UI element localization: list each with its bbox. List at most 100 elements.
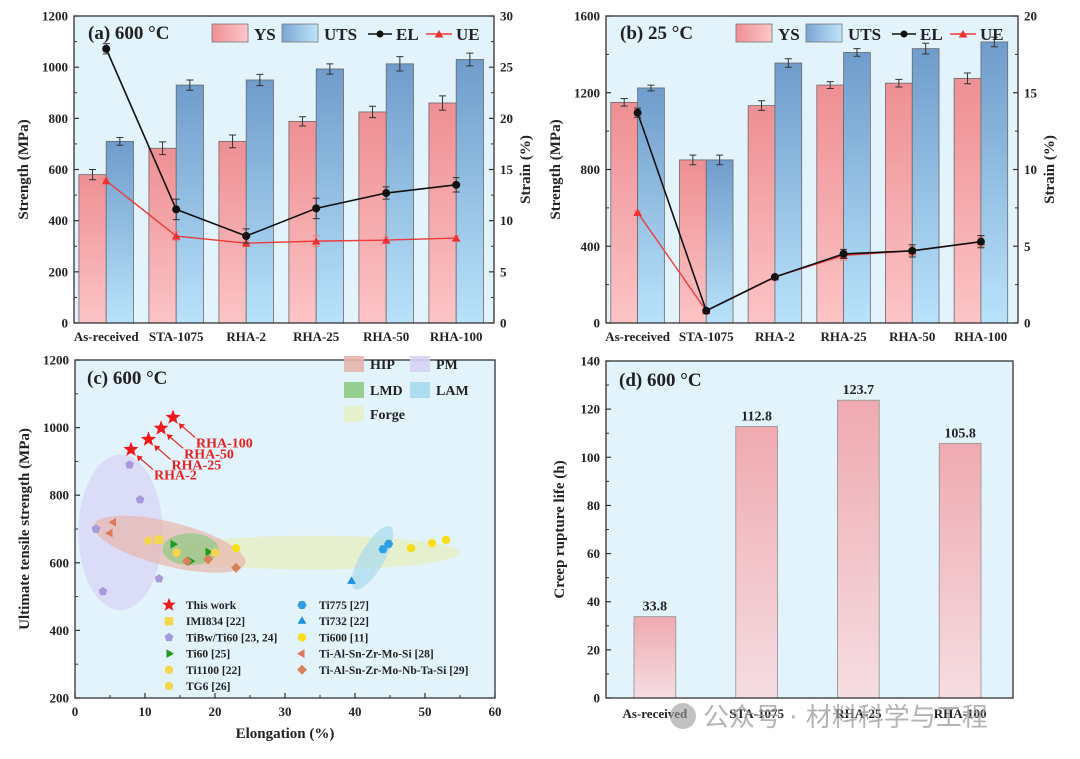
x-tick-label: 50 bbox=[419, 704, 432, 719]
y2-tick-label: 0 bbox=[500, 316, 507, 331]
bar-uts bbox=[105, 140, 134, 324]
panel-c-uts-vs-elongation: RHA-2RHA-25RHA-50RHA-1002004006008001000… bbox=[17, 353, 502, 743]
point-el bbox=[633, 108, 642, 117]
watermark: 公众号 · 材料科学与工程 bbox=[670, 703, 988, 733]
y-tick-label: 800 bbox=[581, 162, 601, 177]
legend-label-ys: YS bbox=[778, 25, 800, 44]
panel-title: (d) 600 °C bbox=[619, 370, 702, 391]
x-tick-label: RHA-50 bbox=[889, 329, 935, 344]
error-bar-ys bbox=[439, 95, 447, 111]
region-legend-swatch-hip bbox=[344, 356, 364, 372]
legend-label-el: EL bbox=[396, 25, 419, 44]
annotation-arrowhead bbox=[179, 423, 185, 430]
y2-tick-label: 25 bbox=[500, 60, 514, 75]
bar-ys bbox=[428, 102, 457, 324]
line-el bbox=[636, 112, 982, 312]
bar-ys bbox=[358, 111, 387, 324]
region-legend-swatch-lmd bbox=[344, 382, 364, 398]
point-tibw-ti60-23-24 bbox=[125, 460, 134, 469]
bar-uts bbox=[705, 159, 734, 324]
bar-ys bbox=[953, 77, 982, 324]
error-bar-ys bbox=[229, 134, 237, 149]
x-tick-label: 60 bbox=[489, 704, 502, 719]
bar-ys bbox=[885, 82, 913, 324]
point-el bbox=[839, 249, 848, 258]
x-axis-label: Elongation (%) bbox=[236, 726, 335, 742]
error-bar-uts bbox=[396, 56, 404, 72]
error-bar-ys bbox=[964, 72, 972, 85]
y-tick-label: 400 bbox=[49, 213, 69, 228]
point-imi834-22 bbox=[154, 535, 164, 545]
region-lmd bbox=[162, 533, 219, 566]
legend-marker-el bbox=[376, 30, 384, 38]
error-bar-ys bbox=[369, 105, 377, 119]
legend-label: Ti-Al-Sn-Zr-Mo-Si [28] bbox=[319, 649, 434, 661]
point-el bbox=[452, 180, 461, 189]
y-tick-label: 60 bbox=[587, 546, 600, 561]
legend-label-ys: YS bbox=[254, 25, 276, 44]
x-tick-label: STA-1075 bbox=[679, 329, 734, 344]
y-tick-label: 80 bbox=[587, 498, 600, 513]
error-bar-uts bbox=[326, 63, 334, 75]
legend-marker bbox=[297, 616, 307, 624]
creep-bar bbox=[735, 426, 778, 699]
x-tick-label: 30 bbox=[279, 704, 292, 719]
bar-ys bbox=[747, 105, 776, 324]
point-ti60-25 bbox=[205, 547, 213, 557]
y-tick-label: 140 bbox=[581, 354, 601, 369]
legend-label: TG6 [26] bbox=[186, 681, 230, 693]
region-legend-label-lmd: LMD bbox=[370, 384, 403, 399]
watermark-logo-icon bbox=[670, 703, 696, 729]
panel-d-creep-rupture-life: 33.8As-received112.8STA-1075123.7RHA-251… bbox=[552, 354, 1014, 721]
y2-tick-label: 10 bbox=[500, 213, 513, 228]
y2-tick-label: 30 bbox=[500, 9, 513, 24]
annotation-label: RHA-25 bbox=[172, 458, 222, 473]
plot-background bbox=[606, 16, 1018, 323]
y-tick-label: 1200 bbox=[43, 353, 69, 368]
region-legend-swatch-lam bbox=[410, 382, 430, 398]
x-tick-label: RHA-2 bbox=[226, 329, 266, 344]
legend-label-uts: UTS bbox=[324, 25, 357, 44]
error-bar-uts bbox=[186, 79, 194, 91]
y2-tick-label: 10 bbox=[1024, 162, 1037, 177]
bar-uts bbox=[455, 59, 484, 324]
error-bar-uts bbox=[647, 84, 655, 92]
legend-marker bbox=[164, 681, 174, 691]
y-tick-label: 400 bbox=[581, 239, 601, 254]
legend-marker bbox=[297, 649, 305, 658]
error-bar-uts bbox=[116, 137, 124, 146]
bar-ys bbox=[218, 140, 247, 324]
point-this-work bbox=[165, 409, 181, 424]
error-bar-ys bbox=[89, 169, 97, 181]
legend-marker bbox=[297, 601, 307, 609]
x-tick-label: RHA-100 bbox=[955, 329, 1008, 344]
bar-value-label: 123.7 bbox=[843, 383, 875, 398]
legend-label-uts: UTS bbox=[848, 25, 881, 44]
x-tick-label: STA-1075 bbox=[729, 706, 784, 721]
point-el bbox=[908, 246, 917, 255]
annotation-arrowhead bbox=[154, 445, 161, 452]
bar-uts bbox=[385, 63, 414, 324]
point-ti600-11 bbox=[231, 544, 241, 553]
error-bar-uts bbox=[784, 58, 792, 68]
bar-ys bbox=[78, 174, 107, 324]
bar-uts bbox=[980, 41, 1009, 324]
error-bar-ys bbox=[758, 100, 766, 111]
y-axis-label: Strength (MPa) bbox=[16, 119, 32, 219]
panel-a-strength-600c: 0 200 400 600 800 1000 1200 0 5 10 15 20 25 30 As-rece… bbox=[16, 9, 534, 345]
error-bar-ys bbox=[620, 98, 628, 107]
annotation-arrowhead bbox=[137, 455, 143, 462]
error-bar-uts bbox=[922, 42, 930, 55]
y-tick-label: 800 bbox=[49, 111, 69, 126]
plot-background bbox=[74, 16, 494, 323]
point-ti775-27 bbox=[378, 545, 388, 554]
creep-bar bbox=[633, 616, 677, 699]
bar-value-label: 112.8 bbox=[741, 409, 772, 424]
point-ti600-11 bbox=[427, 538, 437, 548]
y-tick-label: 40 bbox=[587, 594, 600, 609]
point-ti-al-sn-zr-mo-si-28 bbox=[108, 517, 116, 527]
y-tick-label: 120 bbox=[581, 402, 601, 417]
point-this-work bbox=[140, 431, 157, 446]
x-tick-label: RHA-2 bbox=[755, 329, 795, 344]
